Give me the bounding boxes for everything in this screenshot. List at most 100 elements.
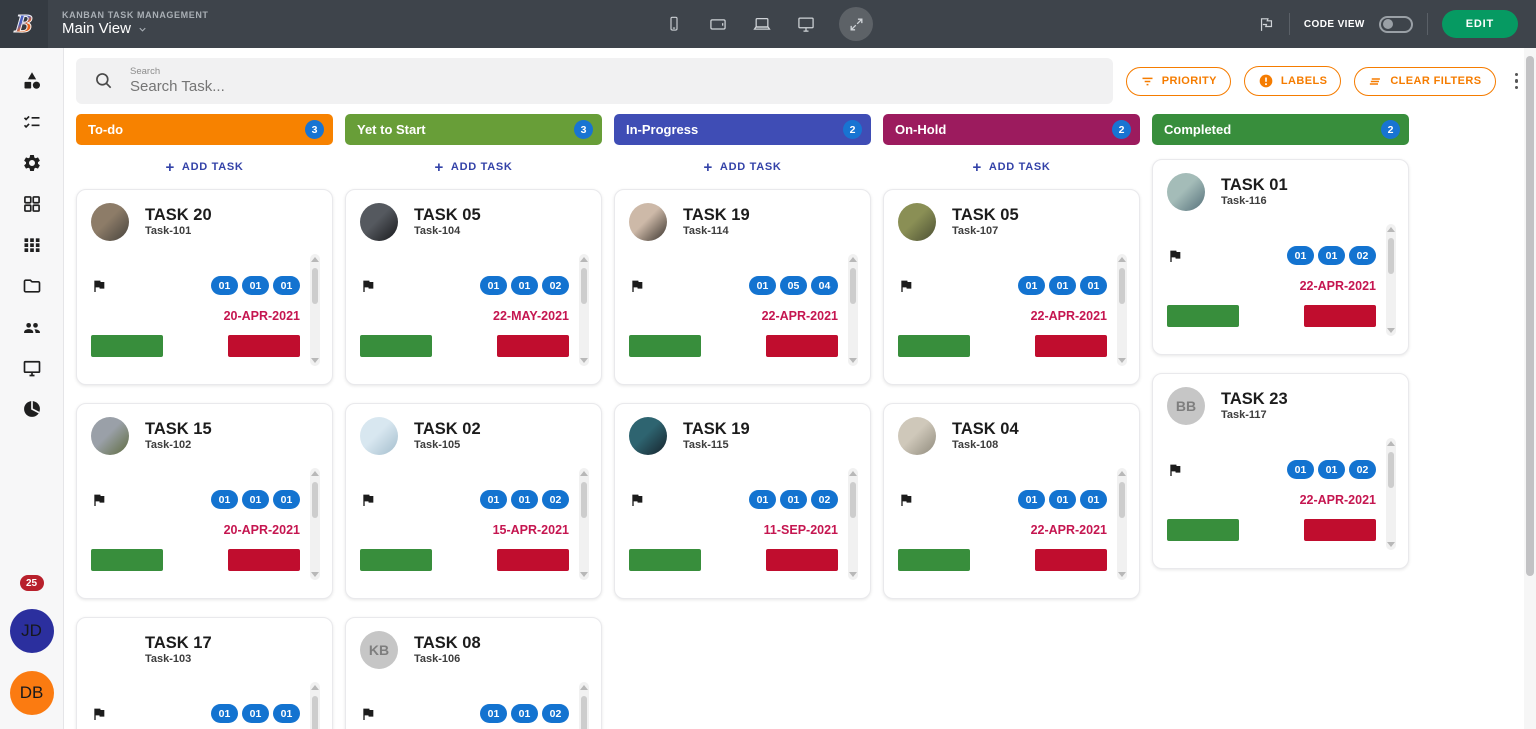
- scroll-down-icon[interactable]: [580, 572, 588, 577]
- task-avatar-initials[interactable]: BB: [1167, 387, 1205, 425]
- label-badge[interactable]: 01: [480, 704, 507, 723]
- flag-icon[interactable]: [360, 706, 376, 722]
- scroll-up-icon[interactable]: [580, 471, 588, 476]
- task-avatar-photo[interactable]: [629, 203, 667, 241]
- dashboard-icon[interactable]: [21, 193, 43, 215]
- label-badge[interactable]: 01: [1018, 490, 1045, 509]
- task-card[interactable]: TASK 05 Task-104 01 01 02 22-MAY-2021: [345, 189, 602, 385]
- label-badge[interactable]: 01: [1080, 276, 1107, 295]
- apps-grid-icon[interactable]: [21, 234, 43, 256]
- label-badge[interactable]: 01: [273, 704, 300, 723]
- task-avatar-photo[interactable]: [91, 203, 129, 241]
- flag-icon[interactable]: [1167, 248, 1183, 264]
- label-badge[interactable]: 01: [1287, 246, 1314, 265]
- scroll-down-icon[interactable]: [1387, 328, 1395, 333]
- label-badge[interactable]: 02: [1349, 460, 1376, 479]
- add-task-button[interactable]: + ADD TASK: [703, 158, 782, 176]
- label-badge[interactable]: 01: [242, 704, 269, 723]
- fullscreen-icon[interactable]: [839, 7, 873, 41]
- flag-icon[interactable]: [360, 278, 376, 294]
- flag-icon[interactable]: [91, 492, 107, 508]
- label-badge[interactable]: 02: [542, 490, 569, 509]
- scroll-down-icon[interactable]: [849, 572, 857, 577]
- task-avatar-initials[interactable]: KB: [360, 631, 398, 669]
- card-scrollbar-thumb[interactable]: [581, 696, 587, 729]
- desktop-icon[interactable]: [795, 13, 817, 35]
- card-scrollbar-thumb[interactable]: [1388, 238, 1394, 274]
- scroll-up-icon[interactable]: [1118, 471, 1126, 476]
- code-view-toggle[interactable]: [1378, 15, 1413, 33]
- checklist-icon[interactable]: [21, 111, 43, 133]
- label-badge[interactable]: 01: [1049, 490, 1076, 509]
- label-badge[interactable]: 01: [511, 490, 538, 509]
- label-badge[interactable]: 01: [211, 490, 238, 509]
- scrollbar-thumb[interactable]: [1526, 56, 1534, 576]
- search-input[interactable]: Search Search Task...: [76, 58, 1113, 104]
- label-badge[interactable]: 01: [1080, 490, 1107, 509]
- label-badge[interactable]: 01: [1287, 460, 1314, 479]
- shapes-icon[interactable]: [21, 70, 43, 92]
- task-card[interactable]: TASK 05 Task-107 01 01 01 22-APR-2021: [883, 189, 1140, 385]
- laptop-icon[interactable]: [751, 13, 773, 35]
- task-card[interactable]: TASK 19 Task-114 01 05 04 22-APR-2021: [614, 189, 871, 385]
- label-badge[interactable]: 01: [511, 276, 538, 295]
- add-task-button[interactable]: + ADD TASK: [972, 158, 1051, 176]
- edit-button[interactable]: EDIT: [1441, 10, 1518, 38]
- card-scrollbar-thumb[interactable]: [312, 268, 318, 304]
- task-avatar-photo[interactable]: [898, 417, 936, 455]
- card-scrollbar[interactable]: [579, 468, 589, 580]
- flag-icon[interactable]: [898, 492, 914, 508]
- scroll-up-icon[interactable]: [849, 257, 857, 262]
- add-task-button[interactable]: + ADD TASK: [434, 158, 513, 176]
- label-badge[interactable]: 01: [273, 276, 300, 295]
- task-card[interactable]: TASK 01 Task-116 01 01 02 22-APR-2021: [1152, 159, 1409, 355]
- view-selector[interactable]: Main View: [62, 20, 209, 38]
- app-logo[interactable]: B: [0, 0, 48, 48]
- label-badge[interactable]: 01: [780, 490, 807, 509]
- card-scrollbar[interactable]: [579, 682, 589, 729]
- card-scrollbar-thumb[interactable]: [581, 268, 587, 304]
- card-scrollbar[interactable]: [1117, 468, 1127, 580]
- task-avatar-photo[interactable]: [898, 203, 936, 241]
- card-scrollbar-thumb[interactable]: [850, 482, 856, 518]
- smartphone-icon[interactable]: [663, 13, 685, 35]
- card-scrollbar[interactable]: [848, 468, 858, 580]
- task-avatar-photo[interactable]: [91, 417, 129, 455]
- people-icon[interactable]: [21, 316, 43, 338]
- scroll-up-icon[interactable]: [580, 257, 588, 262]
- label-badge[interactable]: 01: [211, 704, 238, 723]
- label-badge[interactable]: 01: [1318, 246, 1345, 265]
- task-card[interactable]: BB TASK 23 Task-117 01 01 02 22-APR-2021: [1152, 373, 1409, 569]
- scroll-up-icon[interactable]: [1387, 227, 1395, 232]
- task-card[interactable]: TASK 02 Task-105 01 01 02 15-APR-2021: [345, 403, 602, 599]
- scroll-up-icon[interactable]: [849, 471, 857, 476]
- task-card[interactable]: TASK 17 Task-103 01 01 01: [76, 617, 333, 729]
- more-options-icon[interactable]: [1509, 69, 1525, 94]
- card-scrollbar[interactable]: [310, 468, 320, 580]
- card-scrollbar[interactable]: [579, 254, 589, 366]
- card-scrollbar[interactable]: [1386, 224, 1396, 336]
- card-scrollbar-thumb[interactable]: [1119, 268, 1125, 304]
- label-badge[interactable]: 01: [242, 276, 269, 295]
- label-badge[interactable]: 01: [480, 490, 507, 509]
- folder-icon[interactable]: [21, 275, 43, 297]
- scroll-down-icon[interactable]: [311, 572, 319, 577]
- flag-icon[interactable]: [629, 492, 645, 508]
- label-badge[interactable]: 01: [1018, 276, 1045, 295]
- task-card[interactable]: TASK 15 Task-102 01 01 01 20-APR-2021: [76, 403, 333, 599]
- notification-badge[interactable]: 25: [19, 575, 44, 591]
- card-scrollbar[interactable]: [1386, 438, 1396, 550]
- flag-icon[interactable]: [1167, 462, 1183, 478]
- clear-filters-button[interactable]: CLEAR FILTERS: [1354, 66, 1496, 96]
- card-scrollbar[interactable]: [848, 254, 858, 366]
- card-scrollbar[interactable]: [310, 254, 320, 366]
- flag-icon[interactable]: [629, 278, 645, 294]
- scroll-up-icon[interactable]: [1387, 441, 1395, 446]
- scroll-up-icon[interactable]: [311, 471, 319, 476]
- scroll-down-icon[interactable]: [1118, 572, 1126, 577]
- label-badge[interactable]: 01: [749, 276, 776, 295]
- card-scrollbar[interactable]: [1117, 254, 1127, 366]
- monitor-icon[interactable]: [21, 357, 43, 379]
- add-task-button[interactable]: + ADD TASK: [165, 158, 244, 176]
- task-card[interactable]: KB TASK 08 Task-106 01 01 02: [345, 617, 602, 729]
